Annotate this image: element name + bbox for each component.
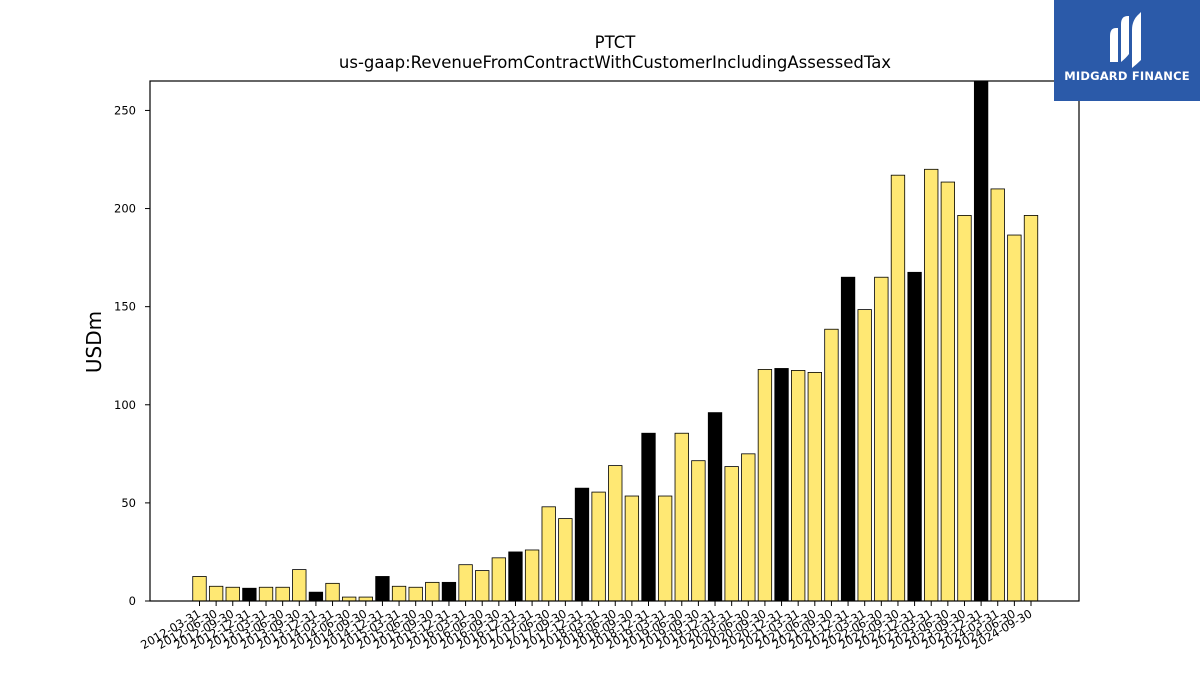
- y-tick-label: 150: [114, 300, 136, 314]
- x-axis-ticks: 2012-03-312012-06-302012-09-302012-12-31…: [138, 601, 1035, 652]
- midgard-logo-icon: [1110, 12, 1141, 68]
- bar-2020-06-30: [741, 453, 756, 602]
- chart-subtitle: us-gaap:RevenueFromContractWithCustomerI…: [339, 53, 891, 72]
- bar-2012-12-31: [242, 587, 257, 602]
- bar-2024-06-30: [1007, 234, 1022, 602]
- bar-2017-03-31: [524, 549, 540, 602]
- bar-2024-09-30: [1023, 215, 1039, 602]
- bar-2013-06-30: [275, 586, 290, 602]
- bar-2020-09-30: [757, 369, 773, 602]
- bar-2016-12-31: [508, 551, 523, 602]
- chart-title: PTCT: [595, 33, 637, 52]
- bar-2012-03-31: [192, 576, 207, 602]
- logo-text: MIDGARD FINANCE: [1064, 69, 1190, 83]
- bar-2016-03-31: [458, 564, 473, 602]
- bar-2015-03-31: [391, 585, 407, 602]
- bar-2019-03-31: [657, 495, 673, 602]
- bar-2024-03-31: [990, 188, 1005, 602]
- bar-2014-03-31: [325, 582, 340, 602]
- y-tick-label: 50: [121, 496, 136, 510]
- bar-2022-09-30: [890, 174, 906, 602]
- y-axis-label: USDm: [82, 311, 106, 373]
- y-tick-label: 200: [114, 202, 136, 216]
- bar-2022-03-31: [857, 309, 872, 602]
- bar-2013-12-31: [308, 591, 324, 602]
- bar-2013-09-30: [292, 569, 307, 602]
- bar-2017-12-31: [574, 487, 590, 602]
- bar-2019-09-30: [691, 460, 706, 602]
- bar-2021-09-30: [824, 328, 839, 602]
- y-tick-label: 100: [114, 398, 136, 412]
- bars-group: [192, 80, 1039, 602]
- y-tick-label: 250: [114, 103, 136, 117]
- bar-2023-12-31: [973, 80, 989, 602]
- bar-2015-06-30: [408, 586, 423, 602]
- bar-2018-06-30: [608, 465, 623, 602]
- bar-2012-06-30: [208, 585, 224, 602]
- bar-2013-03-31: [258, 586, 274, 602]
- bar-2016-09-30: [491, 557, 506, 602]
- bar-2022-06-30: [874, 276, 889, 602]
- plot-frame: [149, 80, 1080, 602]
- bar-2020-12-31: [774, 368, 789, 602]
- bar-2023-09-30: [957, 215, 972, 602]
- bar-2015-09-30: [425, 581, 440, 602]
- bar-2021-03-31: [791, 370, 806, 602]
- bar-2019-12-31: [707, 412, 723, 602]
- bar-2021-12-31: [840, 276, 856, 602]
- bar-2015-12-31: [441, 581, 457, 602]
- bar-2019-06-30: [674, 432, 689, 602]
- y-axis-ticks: 0 50 100 150 200 250: [114, 103, 150, 608]
- bar-2016-06-30: [475, 570, 490, 602]
- bar-2020-03-31: [724, 466, 739, 602]
- bar-2018-12-31: [641, 432, 656, 602]
- bar-2023-06-30: [940, 181, 955, 602]
- bar-2014-12-31: [375, 576, 390, 602]
- bar-2017-06-30: [541, 506, 556, 602]
- midgard-finance-logo: MIDGARD FINANCE: [1054, 0, 1200, 101]
- y-tick-label: 0: [129, 594, 136, 608]
- bar-2022-12-31: [907, 271, 922, 602]
- bar-2018-09-30: [624, 495, 640, 602]
- bar-2012-09-30: [225, 586, 240, 602]
- bar-2023-03-31: [924, 168, 939, 602]
- bar-2018-03-31: [591, 491, 606, 602]
- bar-2021-06-30: [807, 371, 822, 602]
- bar-2017-09-30: [558, 518, 573, 602]
